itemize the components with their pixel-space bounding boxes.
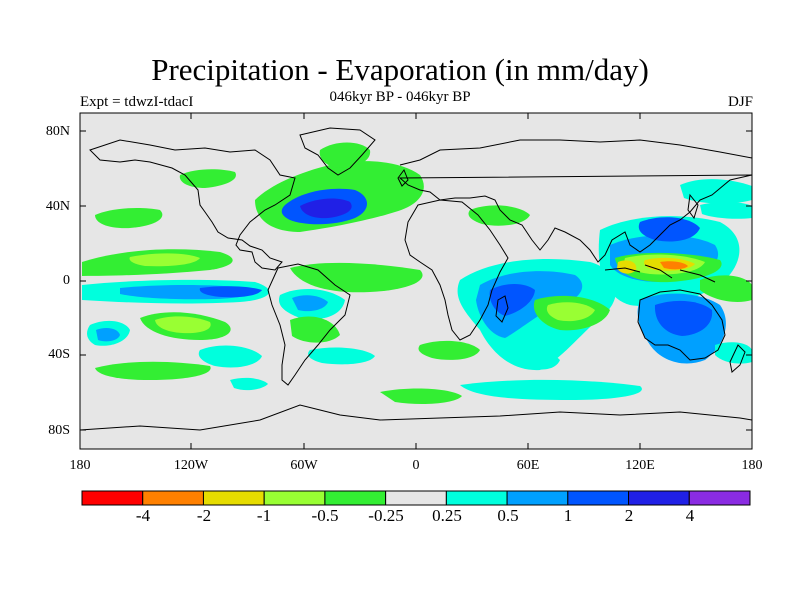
colorbar-swatch-3 (263, 490, 326, 506)
colorbar-swatch-2 (202, 490, 265, 506)
lon-tick-60w: 60W (290, 458, 318, 473)
lon-tick-180w: 180 (69, 458, 91, 473)
contour-wpac-darkblue (638, 217, 700, 242)
lon-tick-0: 0 (412, 458, 420, 473)
lon-tick-120e: 120E (625, 458, 655, 473)
colorbar-swatch-7 (506, 490, 569, 506)
contour-n-pacific-cyan-east (700, 202, 752, 219)
contour-southern-ocean-cyan (460, 379, 642, 400)
contour-wpac-orange (660, 261, 688, 270)
contour-s-america-blue (292, 295, 328, 312)
contour-s-pacific-yellow (155, 316, 211, 334)
colorbar-swatch-10 (688, 490, 751, 506)
contour-sw-pacific-green (700, 275, 752, 302)
coastline-madagascar (495, 295, 509, 323)
coastline-australia (637, 289, 726, 361)
colorbar-label: -0.5 (311, 506, 339, 525)
lat-tick-40n: 40N (45, 199, 70, 214)
colorbar-label: 4 (685, 506, 695, 525)
coastlines (80, 127, 752, 431)
colorbar-swatch-5 (385, 490, 447, 506)
colorbar-label: -4 (135, 506, 151, 525)
contour-s-indian-green (418, 340, 480, 360)
contour-n-pacific-east (179, 169, 236, 188)
coastline-greenland (299, 127, 376, 176)
contour-indian-yellow (546, 302, 595, 322)
coastline-antarctica (80, 404, 752, 431)
colorbar-label: 0.25 (432, 506, 462, 525)
season-label: DJF (727, 94, 753, 110)
colorbar-label: 0.5 (497, 506, 519, 525)
contour-se-pacific-cyan (198, 345, 262, 368)
contour-greenland-green (319, 142, 371, 168)
contour-eq-pacific-darkblue (199, 286, 262, 298)
contour-field (82, 142, 752, 404)
coastline-north-america (89, 139, 296, 271)
coastline-africa (404, 199, 509, 341)
contour-trop-pacific-yellow (129, 253, 200, 267)
axis-ticks (80, 113, 752, 449)
experiment-label: Expt = tdwzI-tdacI (80, 94, 194, 110)
contour-s-atlantic-green (290, 316, 340, 343)
contour-australia-darkblue (654, 300, 713, 336)
coastline-south-america (267, 263, 351, 386)
lon-tick-180e: 180 (741, 458, 763, 473)
colorbar-swatch-8 (567, 490, 630, 506)
contour-n-atlantic-dark (300, 198, 352, 219)
contour-southern-ocean-green (380, 388, 462, 404)
contour-s-atlantic-cyan (308, 347, 375, 365)
lon-tick-120w: 120W (173, 458, 209, 473)
colorbar-swatch-1 (142, 490, 204, 506)
lat-tick-80s: 80S (48, 423, 70, 438)
lat-tick-80n: 80N (45, 124, 70, 139)
colorbar-label: 1 (563, 506, 573, 525)
lon-tick-60e: 60E (516, 458, 540, 473)
contour-s-pacific-band (95, 361, 211, 380)
lat-tick-0: 0 (63, 273, 70, 288)
colorbar-label: 2 (624, 506, 634, 525)
contour-trop-atlantic-green (290, 262, 423, 293)
colorbar-label: -1 (256, 506, 272, 525)
contour-indian-darkblue (489, 284, 535, 316)
coastline-indonesia (604, 264, 716, 283)
coastline-uk (397, 168, 409, 187)
chart-title: Precipitation - Evaporation (in mm/day) (151, 52, 649, 87)
contour-n-pacific-west (95, 207, 163, 229)
colorbar-swatch-0 (81, 490, 144, 506)
coastline-new-zealand (729, 344, 746, 373)
contour-arabia-green (468, 205, 530, 226)
colorbar-swatch-9 (628, 490, 690, 506)
contour-indonesia-olive (617, 260, 637, 274)
coastline-eurasia (398, 139, 752, 263)
contour-s-pacific-blue (96, 327, 120, 342)
colorbar (81, 490, 751, 506)
colorbar-label: -0.25 (368, 506, 404, 525)
colorbar-label: -2 (196, 506, 212, 525)
contour-indian-south-cyan (499, 338, 560, 370)
chart-subtitle: 046kyr BP - 046kyr BP (329, 89, 471, 105)
colorbar-swatch-6 (445, 490, 508, 506)
contour-s-pacific-cyan-small (230, 377, 268, 391)
coastline-japan (687, 193, 699, 220)
colorbar-swatch-4 (324, 490, 387, 506)
lat-tick-40s: 40S (48, 347, 70, 362)
